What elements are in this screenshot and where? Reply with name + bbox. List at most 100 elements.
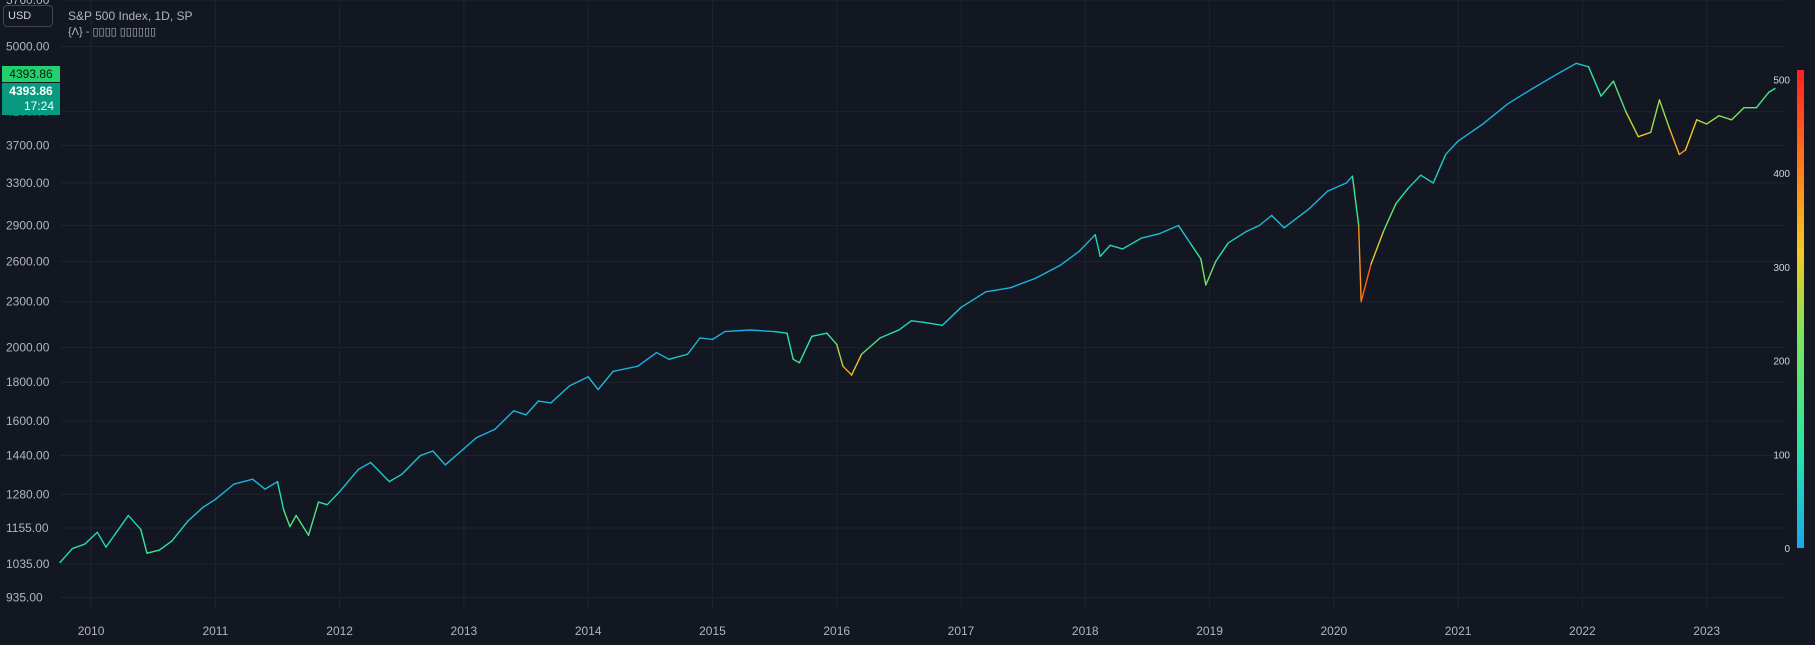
- price-segment: [1205, 260, 1217, 286]
- price-segment: [985, 286, 1012, 293]
- price-segment: [792, 358, 801, 364]
- currency-selector[interactable]: USD: [3, 5, 53, 27]
- price-segment: [289, 514, 297, 528]
- price-segment: [59, 547, 74, 564]
- price-segment: [1177, 224, 1192, 245]
- price-segment: [1482, 103, 1509, 125]
- price-segment: [326, 490, 341, 506]
- symbol-title[interactable]: S&P 500 Index, 1D, SP: [68, 9, 193, 23]
- y-tick-label: 1600.00: [6, 414, 50, 428]
- price-segment: [668, 353, 689, 361]
- price-segment: [276, 480, 285, 511]
- price-segment: [105, 514, 130, 548]
- price-segment: [773, 330, 788, 334]
- color-scale-tick-label: 200: [1773, 357, 1790, 368]
- price-segment: [71, 543, 86, 550]
- price-segment: [860, 337, 881, 355]
- price-segment: [1078, 233, 1096, 253]
- price-segment: [550, 385, 571, 404]
- color-scale-bar: [1797, 70, 1804, 548]
- price-segment: [910, 320, 925, 324]
- price-segment: [388, 473, 403, 483]
- price-segment: [214, 483, 235, 501]
- price-segment: [842, 365, 853, 376]
- price-segment: [1357, 224, 1362, 303]
- color-scale-ticks: 0 100 200 300 400 500: [1773, 75, 1790, 555]
- price-segment: [1094, 233, 1101, 258]
- price-segment: [1140, 232, 1161, 239]
- price-segment: [1200, 258, 1207, 286]
- price-segment: [1345, 175, 1354, 184]
- price-segment: [494, 410, 515, 430]
- price-segment: [1650, 99, 1661, 134]
- price-segment: [419, 450, 434, 457]
- price-segment: [941, 306, 962, 327]
- x-tick-label: 2011: [202, 624, 228, 638]
- price-series-line: [59, 62, 1776, 564]
- color-scale-tick-label: 0: [1784, 544, 1790, 555]
- price-segment: [1370, 230, 1385, 265]
- price-segment: [898, 320, 912, 331]
- price-segment: [1768, 87, 1776, 93]
- price-segment: [749, 329, 776, 333]
- price-segment: [444, 448, 465, 466]
- price-segment: [879, 329, 900, 339]
- x-tick-label: 2017: [948, 624, 975, 638]
- y-tick-label: 1035.00: [6, 557, 50, 571]
- price-segment: [786, 332, 794, 361]
- color-scale-tick-label: 300: [1773, 263, 1790, 274]
- price-segment: [826, 332, 838, 346]
- price-segment: [960, 291, 987, 309]
- price-segment: [432, 450, 446, 466]
- price-segment: [512, 410, 527, 416]
- price-segment: [655, 351, 670, 361]
- price-segment: [1159, 224, 1180, 235]
- y-tick-label: 935.00: [6, 590, 43, 604]
- price-segment: [127, 514, 142, 531]
- price-segment: [811, 332, 828, 337]
- indicator-title[interactable]: {Λ} - ▯▯▯▯ ▯▯▯▯▯▯: [68, 26, 157, 38]
- price-segment: [307, 501, 320, 536]
- y-tick-label: 2900.00: [6, 219, 50, 233]
- x-tick-label: 2012: [326, 624, 353, 638]
- price-segment: [1215, 242, 1229, 263]
- y-tick-label: 5760.00: [6, 0, 50, 7]
- price-segment: [338, 468, 359, 493]
- price-segment: [1658, 99, 1671, 129]
- grid-lines: [60, 0, 1785, 610]
- x-tick-label: 2019: [1196, 624, 1223, 638]
- last-price-value: 4393.86: [9, 84, 53, 98]
- price-segment: [1575, 62, 1590, 68]
- price-segment: [724, 329, 751, 333]
- price-segment: [1227, 230, 1248, 244]
- x-tick-label: 2022: [1569, 624, 1596, 638]
- price-segment: [463, 437, 478, 450]
- x-tick-label: 2023: [1693, 624, 1720, 638]
- price-segment: [923, 321, 944, 327]
- price-segment: [1382, 202, 1397, 232]
- x-tick-label: 2018: [1072, 624, 1099, 638]
- price-segment: [171, 520, 189, 542]
- price-segment: [264, 480, 279, 490]
- price-segment: [282, 509, 291, 528]
- price-segment: [1457, 123, 1484, 142]
- price-segment: [1444, 140, 1459, 156]
- price-segment: [233, 478, 254, 485]
- price-segment: [836, 343, 844, 367]
- x-tick-label: 2013: [451, 624, 478, 638]
- x-tick-label: 2020: [1320, 624, 1347, 638]
- x-tick-label: 2015: [699, 624, 726, 638]
- price-segment: [597, 370, 614, 391]
- price-segment: [158, 540, 173, 551]
- price-segment: [96, 531, 107, 548]
- price-segment: [1246, 224, 1260, 232]
- price-segment: [1678, 149, 1687, 156]
- price-segment: [1109, 244, 1124, 250]
- y-tick-label: 3700.00: [6, 138, 50, 152]
- x-tick-label: 2010: [78, 624, 105, 638]
- price-segment: [637, 351, 658, 367]
- last-price-label: 4393.86 17:24: [2, 83, 60, 115]
- color-scale-tick-label: 100: [1773, 450, 1790, 461]
